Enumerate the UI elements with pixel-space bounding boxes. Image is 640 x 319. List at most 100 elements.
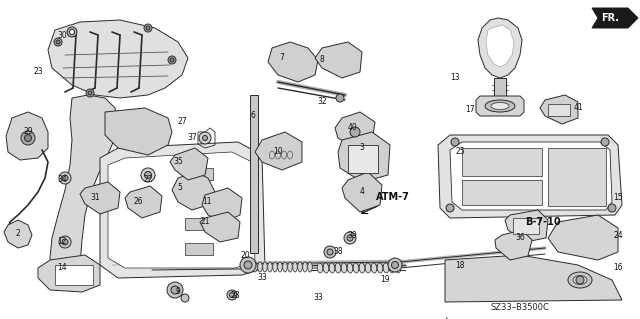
Polygon shape (335, 112, 375, 148)
Polygon shape (268, 42, 318, 82)
Polygon shape (548, 215, 618, 260)
Text: 24: 24 (613, 231, 623, 240)
Circle shape (350, 127, 360, 137)
Polygon shape (342, 172, 382, 212)
Bar (548, 104, 570, 116)
Text: 39: 39 (347, 231, 357, 240)
Text: 12: 12 (57, 238, 67, 247)
Circle shape (327, 249, 333, 255)
Circle shape (67, 27, 77, 37)
Polygon shape (80, 182, 120, 214)
Ellipse shape (389, 263, 395, 273)
Polygon shape (486, 25, 514, 67)
Bar (55, 265, 93, 285)
Polygon shape (445, 255, 622, 302)
Text: 7: 7 (280, 54, 284, 63)
Circle shape (230, 293, 234, 298)
Ellipse shape (396, 263, 401, 273)
Ellipse shape (273, 262, 277, 272)
Polygon shape (438, 135, 622, 218)
Circle shape (608, 204, 616, 212)
Circle shape (144, 24, 152, 32)
Ellipse shape (371, 263, 377, 273)
Bar (185, 243, 213, 255)
Text: 2: 2 (15, 228, 20, 238)
Circle shape (54, 38, 62, 46)
Text: 38: 38 (333, 248, 343, 256)
Text: 40: 40 (347, 123, 357, 132)
Text: 11: 11 (202, 197, 212, 206)
Ellipse shape (298, 262, 302, 272)
Ellipse shape (383, 263, 388, 273)
Circle shape (24, 135, 31, 142)
Circle shape (141, 168, 155, 182)
Text: 19: 19 (380, 276, 390, 285)
Polygon shape (125, 186, 162, 218)
Polygon shape (50, 95, 118, 285)
Circle shape (70, 29, 74, 34)
Ellipse shape (317, 263, 323, 273)
Text: 41: 41 (573, 103, 583, 113)
Text: 13: 13 (450, 73, 460, 83)
Ellipse shape (365, 263, 371, 273)
Circle shape (199, 132, 211, 144)
Ellipse shape (323, 263, 329, 273)
Text: FR.: FR. (601, 13, 619, 23)
Ellipse shape (573, 276, 587, 285)
Text: 27: 27 (177, 117, 187, 127)
Text: 5: 5 (177, 183, 182, 192)
Ellipse shape (491, 102, 509, 109)
Text: 31: 31 (90, 194, 100, 203)
Circle shape (171, 286, 179, 294)
Text: SZ33–B3500C: SZ33–B3500C (491, 303, 549, 313)
Circle shape (145, 172, 152, 179)
Ellipse shape (303, 262, 307, 272)
Bar (494, 78, 506, 96)
Ellipse shape (335, 263, 340, 273)
Circle shape (181, 294, 189, 302)
Text: B-7-10: B-7-10 (525, 217, 561, 227)
Circle shape (244, 261, 252, 269)
Text: 34: 34 (57, 175, 67, 184)
Circle shape (324, 246, 336, 258)
Ellipse shape (253, 262, 257, 272)
Circle shape (167, 282, 183, 298)
Polygon shape (505, 210, 548, 242)
Text: 9: 9 (175, 287, 180, 296)
Text: 17: 17 (465, 106, 475, 115)
Ellipse shape (308, 262, 312, 272)
Polygon shape (172, 172, 215, 210)
Circle shape (170, 58, 174, 62)
Ellipse shape (329, 263, 335, 273)
Circle shape (388, 258, 402, 272)
Polygon shape (592, 8, 638, 28)
Ellipse shape (278, 262, 282, 272)
Polygon shape (450, 142, 612, 210)
Circle shape (59, 172, 71, 184)
Bar (185, 193, 213, 205)
Ellipse shape (283, 262, 287, 272)
Polygon shape (338, 132, 390, 182)
Circle shape (21, 131, 35, 145)
Circle shape (347, 235, 353, 241)
Text: 6: 6 (251, 110, 255, 120)
Bar (348, 145, 378, 173)
Circle shape (86, 89, 94, 97)
Text: 36: 36 (515, 234, 525, 242)
Text: 23: 23 (33, 68, 43, 77)
Ellipse shape (485, 100, 515, 112)
Polygon shape (38, 255, 100, 292)
Polygon shape (540, 95, 578, 124)
Polygon shape (200, 212, 240, 242)
Text: 25: 25 (455, 147, 465, 157)
Circle shape (202, 136, 207, 140)
Circle shape (240, 257, 256, 273)
Bar (185, 168, 213, 180)
Ellipse shape (341, 263, 347, 273)
Ellipse shape (359, 263, 365, 273)
Circle shape (227, 290, 237, 300)
Bar (513, 218, 539, 234)
Circle shape (336, 94, 344, 102)
Ellipse shape (348, 263, 353, 273)
Ellipse shape (258, 262, 262, 272)
